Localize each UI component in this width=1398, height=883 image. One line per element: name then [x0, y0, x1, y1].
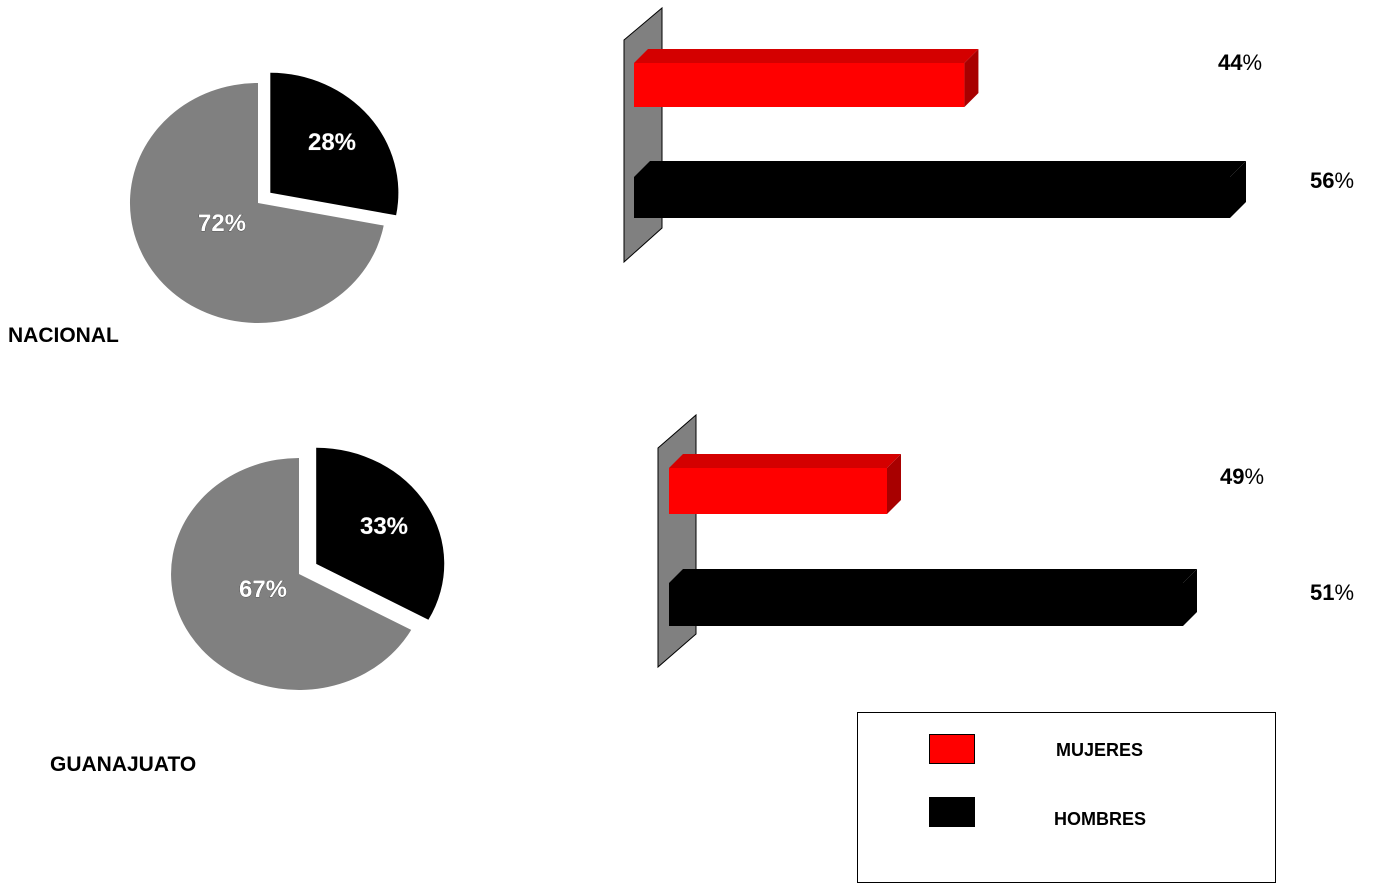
pct-label-hombres: 51% — [1310, 580, 1354, 606]
bar-hombres — [634, 161, 1246, 218]
pct-unit: % — [1334, 580, 1355, 605]
bar-side — [887, 454, 901, 514]
pie-chart-guanajuato: 33% 67% — [171, 447, 445, 690]
pct-unit: % — [1244, 464, 1265, 489]
bar-side — [964, 49, 979, 107]
pct-unit: % — [1334, 168, 1355, 193]
legend-swatch-mujeres — [929, 734, 975, 764]
pie-chart-nacional: 28% 72% — [129, 72, 399, 323]
bar-top — [634, 49, 979, 63]
pct-label-mujeres: 49% — [1220, 464, 1264, 490]
pct-value: 51 — [1310, 580, 1335, 605]
pie-label-major: 72% — [198, 210, 246, 237]
pie-slice-minor — [270, 72, 399, 216]
bar-front — [634, 177, 1230, 218]
bar-side — [1183, 569, 1197, 626]
region-title-nacional: NACIONAL — [8, 324, 119, 347]
pct-label-hombres: 56% — [1310, 168, 1354, 194]
pie-label-minor: 28% — [308, 129, 356, 156]
bar-mujeres — [634, 49, 979, 107]
bar-chart-nacional — [623, 6, 1246, 264]
legend-label-hombres: HOMBRES — [1054, 809, 1147, 829]
bar-chart-guanajuato — [657, 413, 1197, 669]
bar-front — [669, 583, 1183, 626]
bar-wall — [623, 6, 663, 264]
legend: MUJERES HOMBRES — [857, 712, 1276, 883]
pie-slice-major — [129, 83, 384, 323]
pie-label-major: 67% — [239, 576, 287, 603]
pct-unit: % — [1242, 50, 1263, 75]
bar-front — [634, 63, 965, 107]
bar-front — [669, 468, 887, 514]
legend-swatch-hombres — [929, 797, 975, 827]
pct-value: 56 — [1310, 168, 1335, 193]
legend-label-mujeres: MUJERES — [1056, 740, 1144, 760]
pct-value: 44 — [1218, 50, 1243, 75]
bar-top — [669, 454, 901, 468]
bar-hombres — [669, 569, 1197, 626]
pie-slice-minor — [316, 447, 445, 620]
bar-top — [669, 569, 1197, 583]
bar-side — [1230, 161, 1246, 218]
region-title-guanajuato: GUANAJUATO — [50, 753, 197, 776]
pct-label-mujeres: 44% — [1218, 50, 1262, 76]
bar-wall — [657, 413, 697, 669]
bar-mujeres — [669, 454, 901, 514]
pct-value: 49 — [1220, 464, 1245, 489]
bar-top — [634, 161, 1246, 177]
pie-label-minor: 33% — [360, 513, 408, 540]
pie-slice-major — [171, 458, 412, 690]
